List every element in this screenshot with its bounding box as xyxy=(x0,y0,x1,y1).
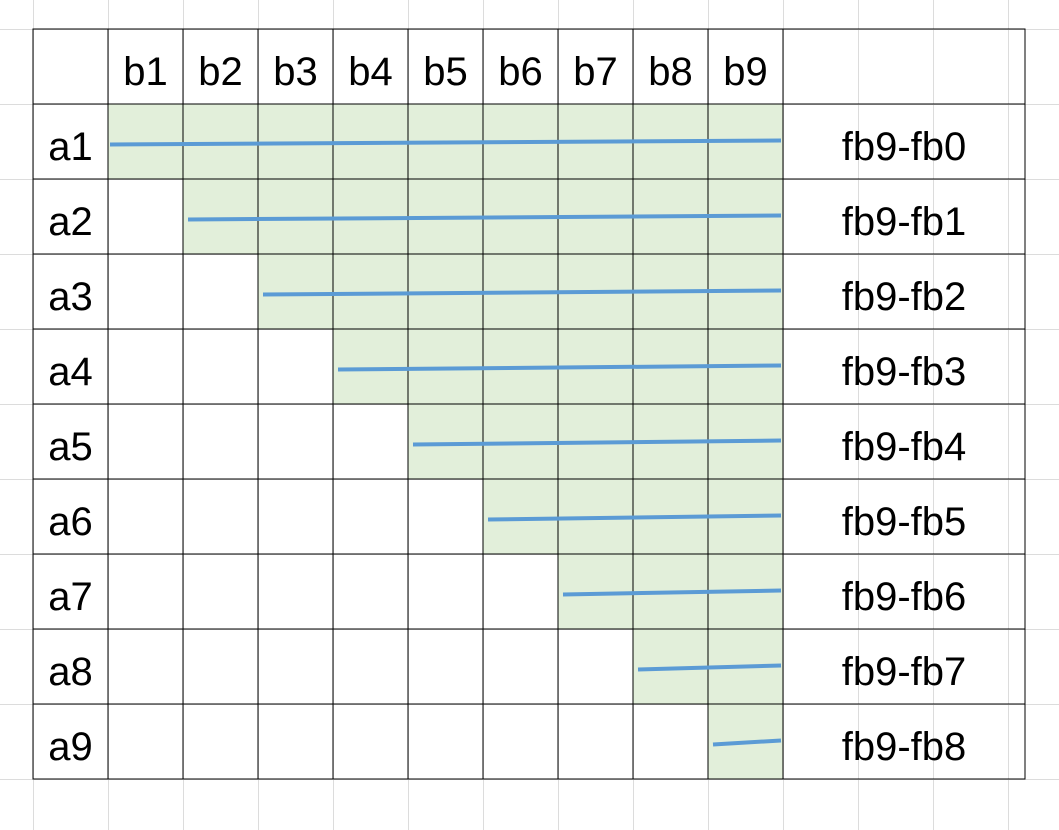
table-labels: b1 b2 b3 b4 b5 b6 b7 b8 b9 a1 fb9-fb0 a2 fb9-fb1 a3 fb… xyxy=(48,50,966,769)
row-label-a5: a5 xyxy=(48,425,93,469)
column-header-b7: b7 xyxy=(573,50,618,94)
row-label-a2: a2 xyxy=(48,200,93,244)
row-note-a8: fb9-fb7 xyxy=(842,650,967,694)
span-line-a8 xyxy=(637,663,782,672)
row-span-lines xyxy=(109,138,782,747)
column-header-b2: b2 xyxy=(198,50,243,94)
span-line-a6 xyxy=(487,513,782,522)
row-note-a1: fb9-fb0 xyxy=(842,125,967,169)
span-line-a5 xyxy=(412,438,782,447)
span-line-a2 xyxy=(187,213,782,222)
span-line-a9 xyxy=(712,738,782,747)
row-label-a4: a4 xyxy=(48,350,93,394)
column-header-b3: b3 xyxy=(273,50,318,94)
row-label-a8: a8 xyxy=(48,650,93,694)
span-line-a7 xyxy=(562,588,782,597)
row-note-a2: fb9-fb1 xyxy=(842,200,967,244)
span-line-a1 xyxy=(109,138,782,147)
row-note-a3: fb9-fb2 xyxy=(842,275,967,319)
column-header-b8: b8 xyxy=(648,50,693,94)
row-note-a6: fb9-fb5 xyxy=(842,500,967,544)
column-header-b1: b1 xyxy=(123,50,168,94)
row-note-a5: fb9-fb4 xyxy=(842,425,967,469)
row-label-a9: a9 xyxy=(48,725,93,769)
row-label-a1: a1 xyxy=(48,125,93,169)
table-grid-lines xyxy=(32,28,1026,780)
column-header-b5: b5 xyxy=(423,50,468,94)
row-label-a7: a7 xyxy=(48,575,93,619)
row-label-a6: a6 xyxy=(48,500,93,544)
row-note-a9: fb9-fb8 xyxy=(842,725,967,769)
row-note-a7: fb9-fb6 xyxy=(842,575,967,619)
column-header-b9: b9 xyxy=(723,50,768,94)
row-note-a4: fb9-fb3 xyxy=(842,350,967,394)
column-header-b4: b4 xyxy=(348,50,393,94)
span-line-a3 xyxy=(262,288,782,297)
span-line-a4 xyxy=(337,363,782,372)
row-label-a3: a3 xyxy=(48,275,93,319)
column-header-b6: b6 xyxy=(498,50,543,94)
